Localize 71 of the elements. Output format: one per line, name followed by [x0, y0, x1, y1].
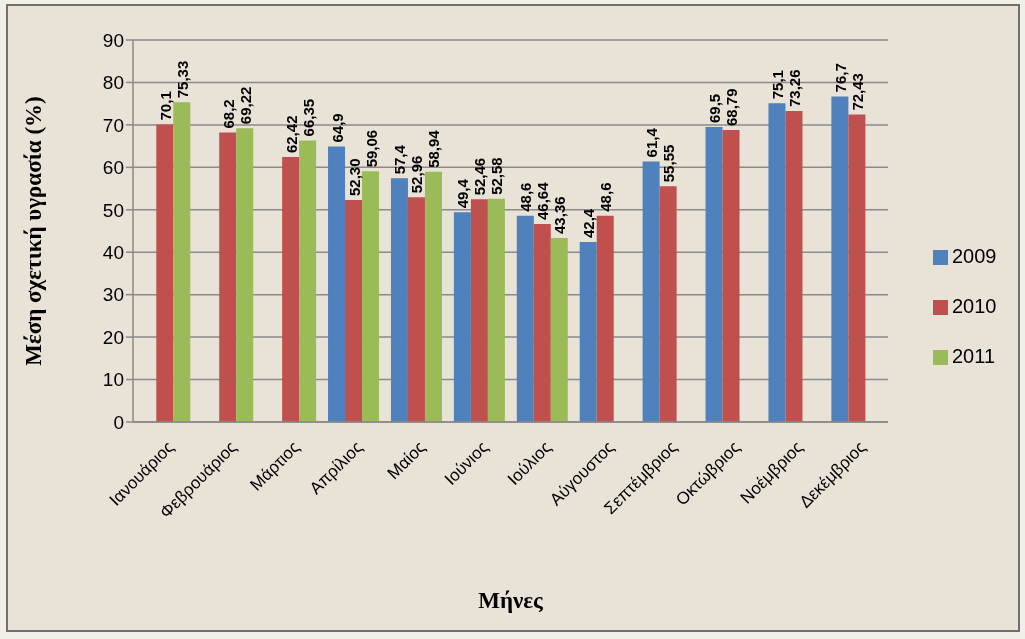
data-label: 69,5 [705, 93, 723, 124]
data-label: 55,55 [659, 144, 677, 183]
bar [470, 199, 488, 422]
legend-label: 2009 [952, 244, 997, 267]
bar [848, 114, 866, 422]
bar [362, 171, 380, 422]
data-label: 62,42 [282, 115, 300, 154]
bar [424, 171, 442, 422]
data-label: 48,6 [516, 182, 534, 212]
data-label: 66,35 [299, 98, 317, 137]
y-tick-label: 70 [102, 114, 124, 136]
y-tick-label: 40 [102, 241, 124, 263]
x-axis-title: Μήνες [478, 588, 544, 613]
data-label: 61,4 [642, 127, 660, 158]
data-label: 43,36 [550, 196, 568, 234]
data-label: 69,22 [236, 86, 254, 125]
bar [219, 132, 237, 422]
bar [516, 215, 534, 422]
y-tick-label: 90 [102, 29, 124, 51]
bar [156, 124, 174, 422]
y-tick-label: 20 [102, 326, 124, 348]
data-label: 58,94 [424, 129, 442, 168]
bar [642, 161, 660, 422]
data-label: 52,46 [470, 157, 488, 196]
bar [550, 237, 568, 422]
data-label: 73,26 [785, 69, 803, 108]
y-axis-title: Μέση σχετική υγρασία (%) [20, 96, 46, 366]
y-tick-label: 80 [102, 72, 124, 94]
bar [659, 186, 677, 422]
data-label: 75,33 [173, 60, 191, 99]
data-label: 46,64 [533, 181, 551, 221]
data-label: 42,4 [579, 208, 597, 239]
bar [328, 146, 346, 422]
legend-label: 2011 [952, 344, 996, 367]
data-label: 75,1 [768, 70, 786, 100]
data-label: 57,4 [390, 144, 408, 175]
bar [453, 212, 471, 422]
y-tick-label: 50 [102, 199, 124, 221]
bar [282, 157, 300, 422]
bar [579, 242, 597, 422]
data-label: 48,6 [596, 182, 614, 212]
bar [722, 130, 740, 422]
bar [390, 178, 408, 422]
y-tick-label: 10 [102, 369, 124, 391]
bar [596, 215, 614, 422]
legend-label: 2010 [952, 294, 997, 317]
bar [533, 224, 551, 422]
bar [785, 111, 803, 422]
y-tick-label: 0 [113, 411, 124, 433]
data-label: 76,7 [831, 63, 849, 93]
bar [299, 140, 317, 422]
bar [705, 127, 723, 422]
bar [407, 197, 425, 422]
data-label: 68,2 [219, 99, 237, 129]
y-tick-label: 60 [102, 157, 124, 179]
bar [173, 102, 191, 422]
data-label: 52,96 [407, 155, 425, 194]
data-label: 68,79 [722, 88, 740, 127]
data-label: 49,4 [453, 178, 471, 209]
data-label: 64,9 [328, 113, 346, 143]
data-label: 52,30 [345, 158, 363, 197]
y-tick-label: 30 [102, 284, 124, 306]
data-label: 52,58 [487, 157, 505, 195]
bar [487, 198, 505, 422]
bar [345, 200, 363, 422]
bar [831, 96, 849, 422]
bar [236, 128, 254, 422]
data-label: 72,43 [848, 73, 866, 111]
data-label: 59,06 [362, 129, 380, 168]
data-label: 70,1 [156, 91, 174, 121]
bar [768, 103, 786, 422]
